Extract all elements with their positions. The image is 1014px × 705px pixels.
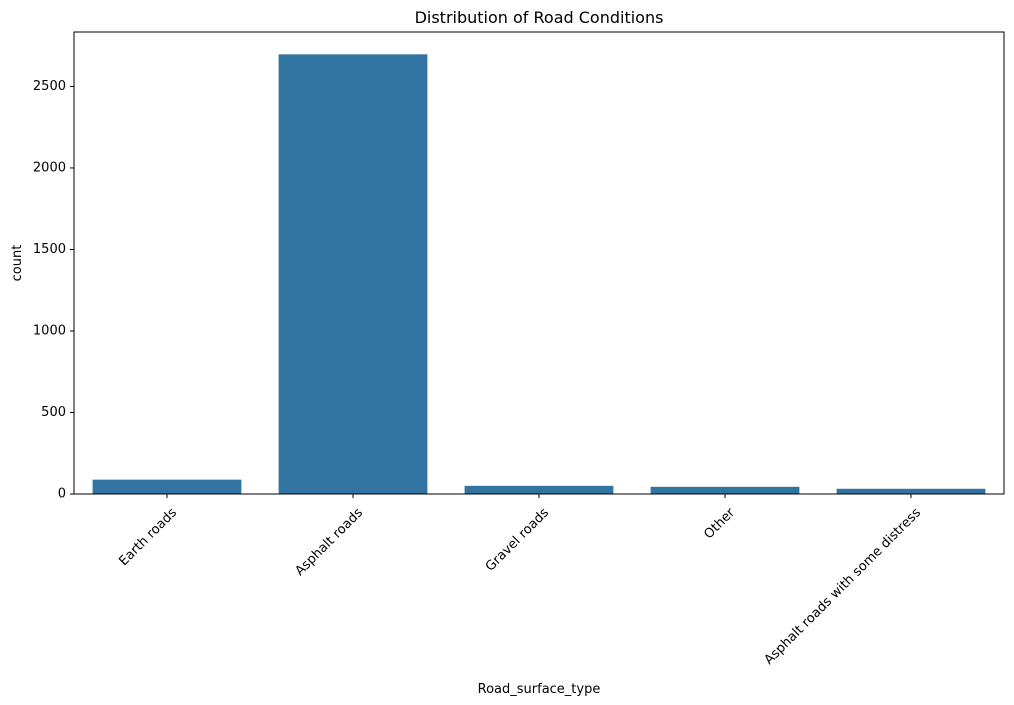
y-tick-label: 1500 [33,242,66,257]
y-axis-label: count [10,245,25,282]
y-tick-label: 500 [41,405,66,420]
bar [92,479,242,494]
x-tick-label: Gravel roads [483,505,552,574]
plot-frame [73,31,1005,495]
x-tick-label: Earth roads [116,505,180,569]
x-tick-label: Asphalt roads with some distress [762,505,925,668]
bar [650,486,800,494]
y-tick-label: 2500 [33,79,66,94]
chart-title: Distribution of Road Conditions [415,8,664,27]
y-tick-label: 2000 [33,160,66,175]
bar [836,488,986,494]
x-axis-ticks: Earth roads Asphalt roads Gravel roads Othe… [116,494,924,668]
y-tick-label: 0 [58,487,66,502]
bars-group [92,54,986,495]
y-axis-ticks: 0 500 1000 1500 2000 2500 [33,79,74,502]
y-tick-label: 1000 [33,323,66,338]
x-tick-label: Asphalt roads [293,505,367,579]
x-tick-label: Other [701,505,738,542]
bar [464,485,614,494]
x-axis-label: Road_surface_type [478,682,601,697]
bar [278,54,428,495]
